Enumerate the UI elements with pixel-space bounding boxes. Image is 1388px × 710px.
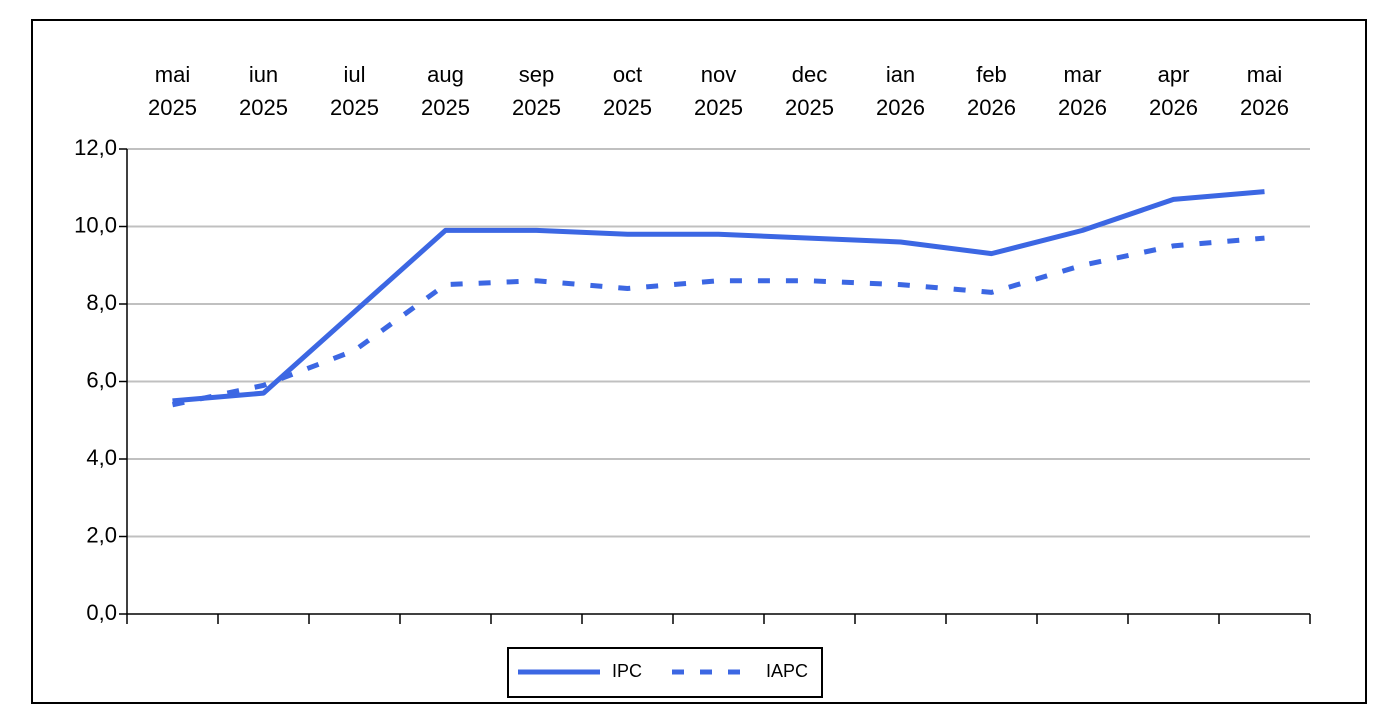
x-tick-label: ian 2026 bbox=[876, 62, 925, 120]
x-tick-label: mai 2025 bbox=[148, 62, 197, 120]
x-tick-label: sep 2025 bbox=[512, 62, 561, 120]
x-tick-label: nov 2025 bbox=[694, 62, 743, 120]
y-tick-label: 2,0 bbox=[86, 522, 117, 547]
x-tick-label: feb 2026 bbox=[967, 62, 1016, 120]
y-tick-label: 12,0 bbox=[74, 135, 117, 160]
series-line bbox=[172, 189, 1265, 404]
x-tick-label: oct 2025 bbox=[603, 62, 652, 120]
chart-frame bbox=[31, 19, 1367, 704]
y-tick-label: 10,0 bbox=[74, 212, 117, 237]
y-tick-label: 6,0 bbox=[86, 367, 117, 392]
x-tick-label: apr 2026 bbox=[1149, 62, 1198, 120]
x-tick-label: iun 2025 bbox=[239, 62, 288, 120]
x-tick-label: mar 2026 bbox=[1058, 62, 1107, 120]
x-tick-label: iul 2025 bbox=[330, 62, 379, 120]
x-tick-label: aug 2025 bbox=[421, 62, 470, 120]
legend-label: IAPC bbox=[766, 661, 808, 681]
y-tick-label: 4,0 bbox=[86, 445, 117, 470]
x-tick-label: mai 2026 bbox=[1240, 62, 1289, 120]
x-tick-label: dec 2025 bbox=[785, 62, 834, 120]
y-tick-label: 0,0 bbox=[86, 600, 117, 625]
legend-label: IPC bbox=[612, 661, 642, 681]
y-tick-label: 8,0 bbox=[86, 290, 117, 315]
